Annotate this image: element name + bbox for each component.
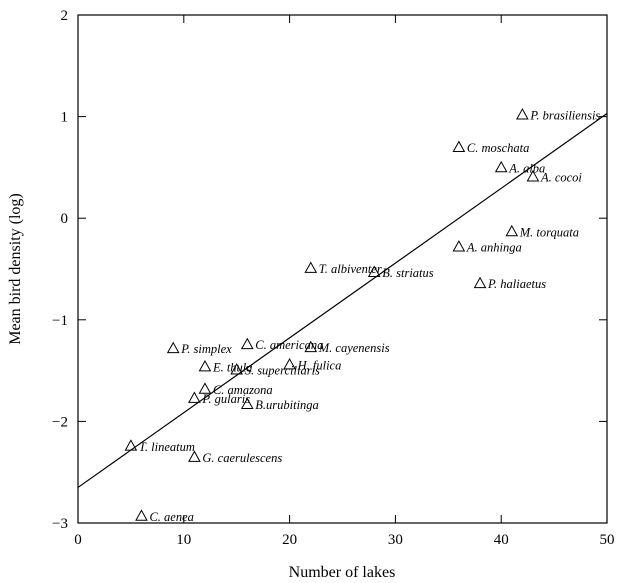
data-point-label: A. cocoi [540,171,582,185]
data-point-marker [473,276,487,289]
data-point-marker [135,509,148,521]
data-point-label: G. caerulescens [202,451,282,465]
data-point-marker [452,240,466,252]
data-point-marker [166,341,180,354]
data-point-label: A. alba [508,161,545,175]
data-point-label: H. fulica [297,359,342,373]
data-point-marker [494,160,508,173]
x-tick-label: 30 [388,532,403,548]
data-point-label: P. brasiliensis [529,109,600,123]
data-point-marker [188,391,201,403]
data-point-label: C. amazona [213,383,273,397]
x-axis-title: Number of lakes [289,564,396,581]
data-point-label: B. striatus [382,266,434,280]
y-tick-label: −2 [52,414,68,430]
data-point-marker [240,337,254,350]
data-point-label: M. torquata [519,225,579,239]
data-point-marker [516,108,529,120]
x-tick-label: 50 [600,532,615,548]
data-point-label: P. simplex [180,342,232,356]
data-point-marker [240,397,254,410]
y-tick-label: −1 [52,313,68,329]
x-tick-label: 40 [494,532,509,548]
data-point-marker [526,170,540,182]
data-point-label: B.urubitinga [255,398,319,412]
trend-line-group [77,113,608,488]
y-tick-label: 1 [61,110,69,126]
data-point-marker [124,439,138,451]
data-point-marker [188,450,201,462]
y-tick-label: 0 [61,211,69,227]
data-point-marker [230,363,244,375]
data-point-marker [198,360,212,372]
data-point-label: A. anhinga [466,241,522,255]
data-point-marker [304,340,318,353]
data-point-marker [283,357,296,370]
data-point-label: S. superciliaris [245,364,320,378]
x-tick-label: 0 [74,532,82,548]
data-point-label: E. thula [212,361,253,375]
plot-frame [77,14,608,524]
data-point-marker [505,224,519,237]
data-point-label: M. cayenensis [318,341,390,355]
data-point-marker [304,261,318,273]
y-axis-title: Mean bird density (log) [7,193,24,345]
data-point-label: T. albiventer [319,262,382,276]
data-point-marker [452,140,466,152]
data-point-label: C. moschata [467,141,530,155]
tick-group: 0 10 20 30 40 50 −3 −2 −1 0 1 2 [52,8,614,548]
data-point-marker [367,265,381,277]
data-point-label: T. lineatum [139,440,195,454]
data-point-label: P. haliaetus [487,277,546,291]
data-point-marker [198,382,212,394]
data-point-label: P. gularis [201,392,250,406]
trend-line [77,113,608,488]
x-tick-label: 10 [176,532,191,548]
y-tick-label: −3 [52,516,68,532]
data-point-label: C. aenea [149,510,193,524]
x-tick-label: 20 [282,532,297,548]
y-tick-label: 2 [61,8,69,24]
